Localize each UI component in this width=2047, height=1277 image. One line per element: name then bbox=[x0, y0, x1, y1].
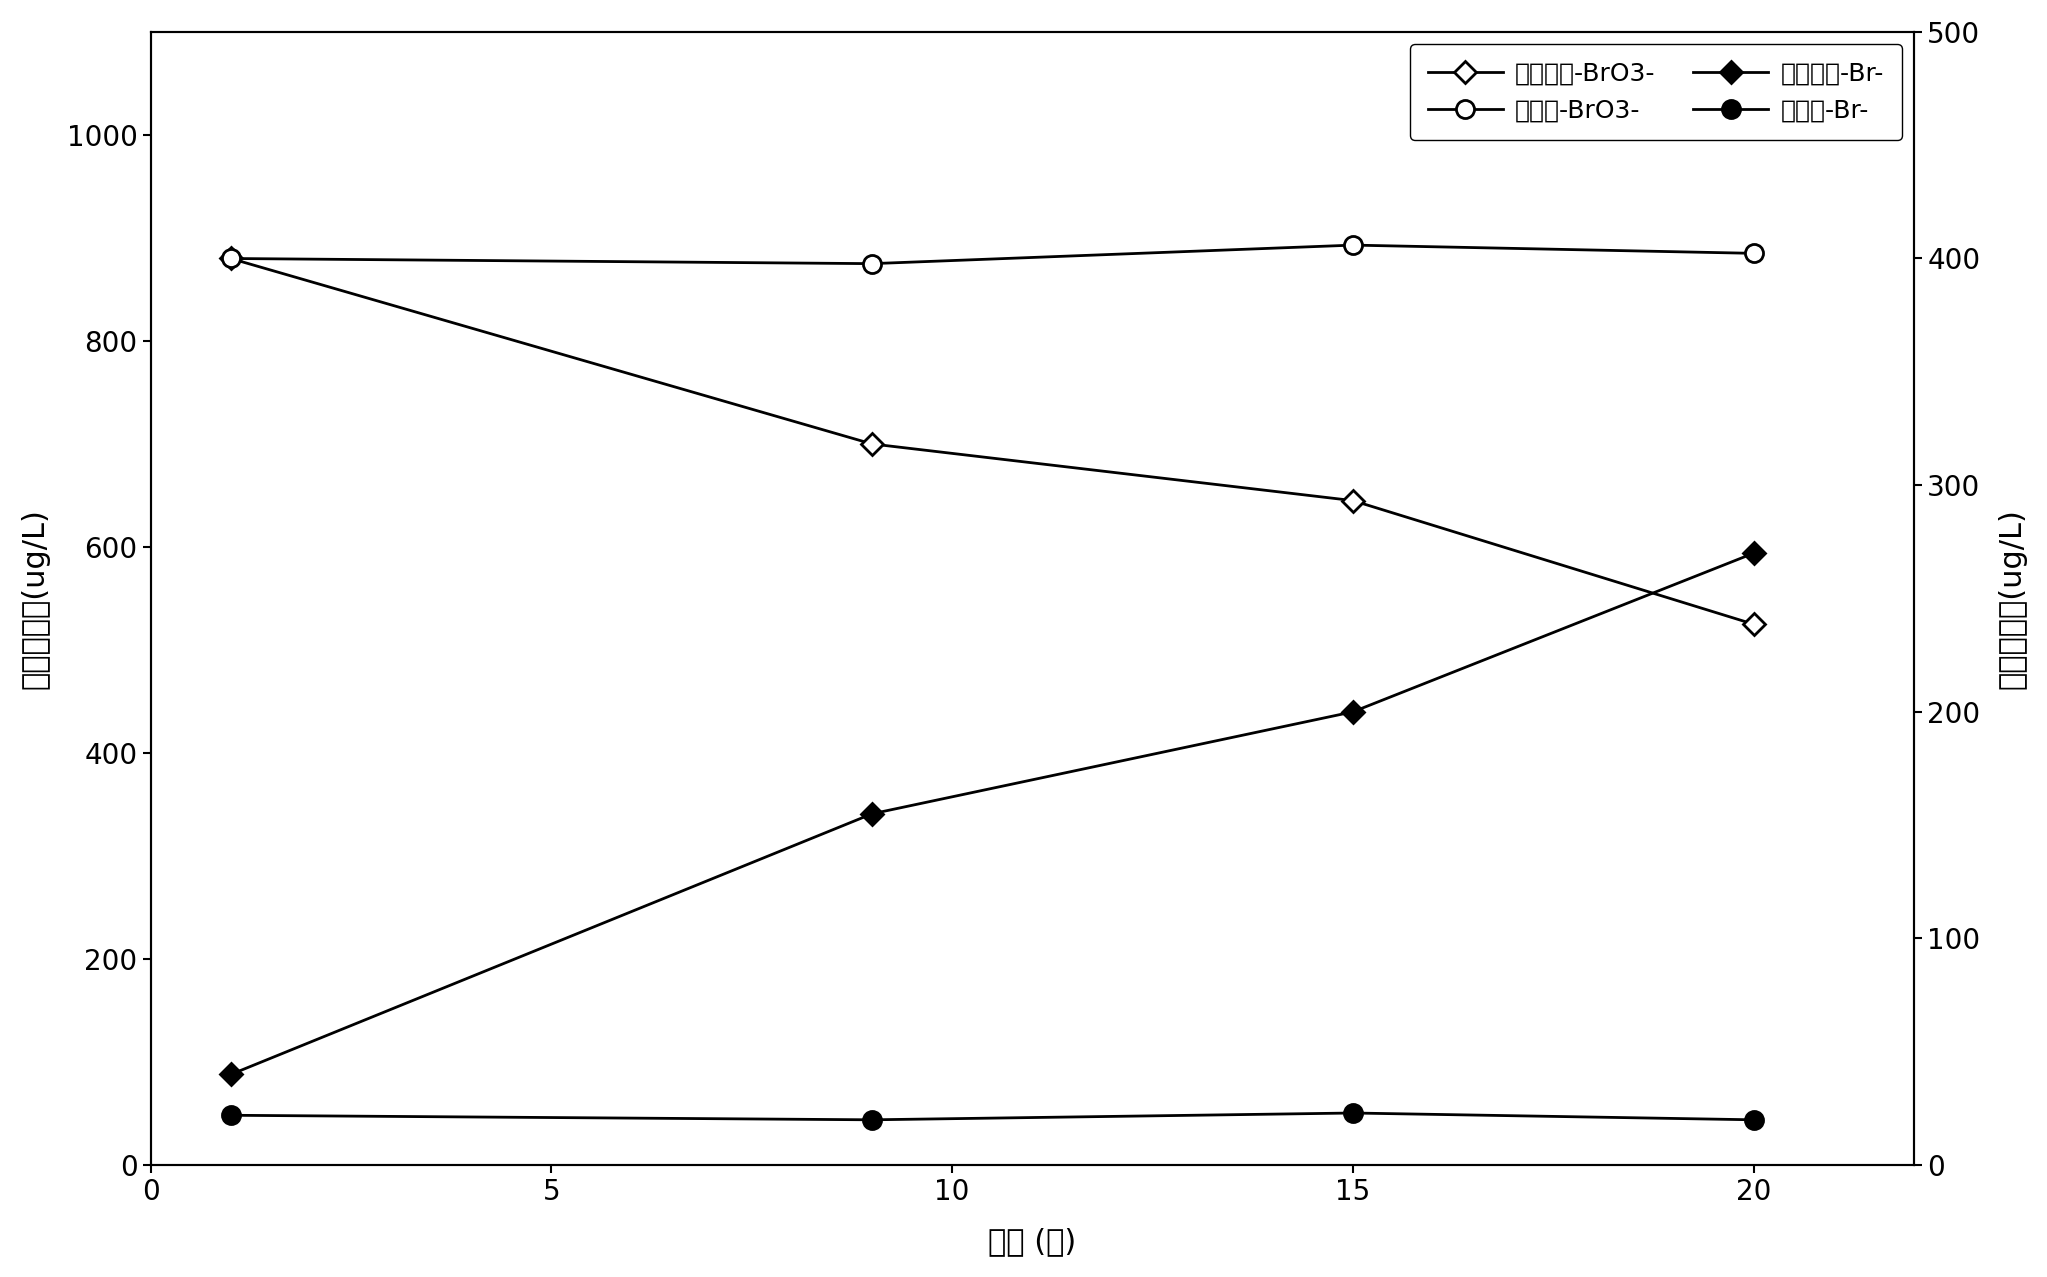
接种菌株-BrO3- bbox=[860, 437, 884, 452]
接种菌株-BrO3- bbox=[1341, 493, 1365, 508]
接种菌株-BrO3- bbox=[1742, 617, 1767, 632]
对照组-Br- bbox=[1341, 1106, 1365, 1121]
Y-axis label: 溴酸盐浓度(ug/L): 溴酸盐浓度(ug/L) bbox=[20, 508, 49, 688]
Line: 对照组-Br-: 对照组-Br- bbox=[221, 1105, 1762, 1129]
对照组-Br- bbox=[219, 1107, 244, 1122]
对照组-BrO3- bbox=[219, 250, 244, 266]
对照组-BrO3- bbox=[1341, 238, 1365, 253]
接种菌株-BrO3- bbox=[219, 250, 244, 266]
Y-axis label: 溴离子浓度(ug/L): 溴离子浓度(ug/L) bbox=[1998, 508, 2027, 688]
接种菌株-Br- bbox=[1341, 704, 1365, 719]
对照组-Br- bbox=[1742, 1112, 1767, 1128]
接种菌株-Br- bbox=[860, 806, 884, 821]
Line: 对照组-BrO3-: 对照组-BrO3- bbox=[221, 236, 1762, 273]
对照组-BrO3- bbox=[860, 255, 884, 271]
接种菌株-Br- bbox=[1742, 545, 1767, 561]
接种菌株-Br- bbox=[219, 1066, 244, 1082]
X-axis label: 时间 (天): 时间 (天) bbox=[989, 1227, 1077, 1257]
Line: 接种菌株-Br-: 接种菌株-Br- bbox=[223, 545, 1760, 1082]
Line: 接种菌株-BrO3-: 接种菌株-BrO3- bbox=[223, 250, 1760, 632]
对照组-Br- bbox=[860, 1112, 884, 1128]
Legend: 接种菌株-BrO3-, 对照组-BrO3-, 接种菌株-Br-, 对照组-Br-: 接种菌株-BrO3-, 对照组-BrO3-, 接种菌株-Br-, 对照组-Br- bbox=[1410, 45, 1902, 140]
对照组-BrO3- bbox=[1742, 245, 1767, 261]
